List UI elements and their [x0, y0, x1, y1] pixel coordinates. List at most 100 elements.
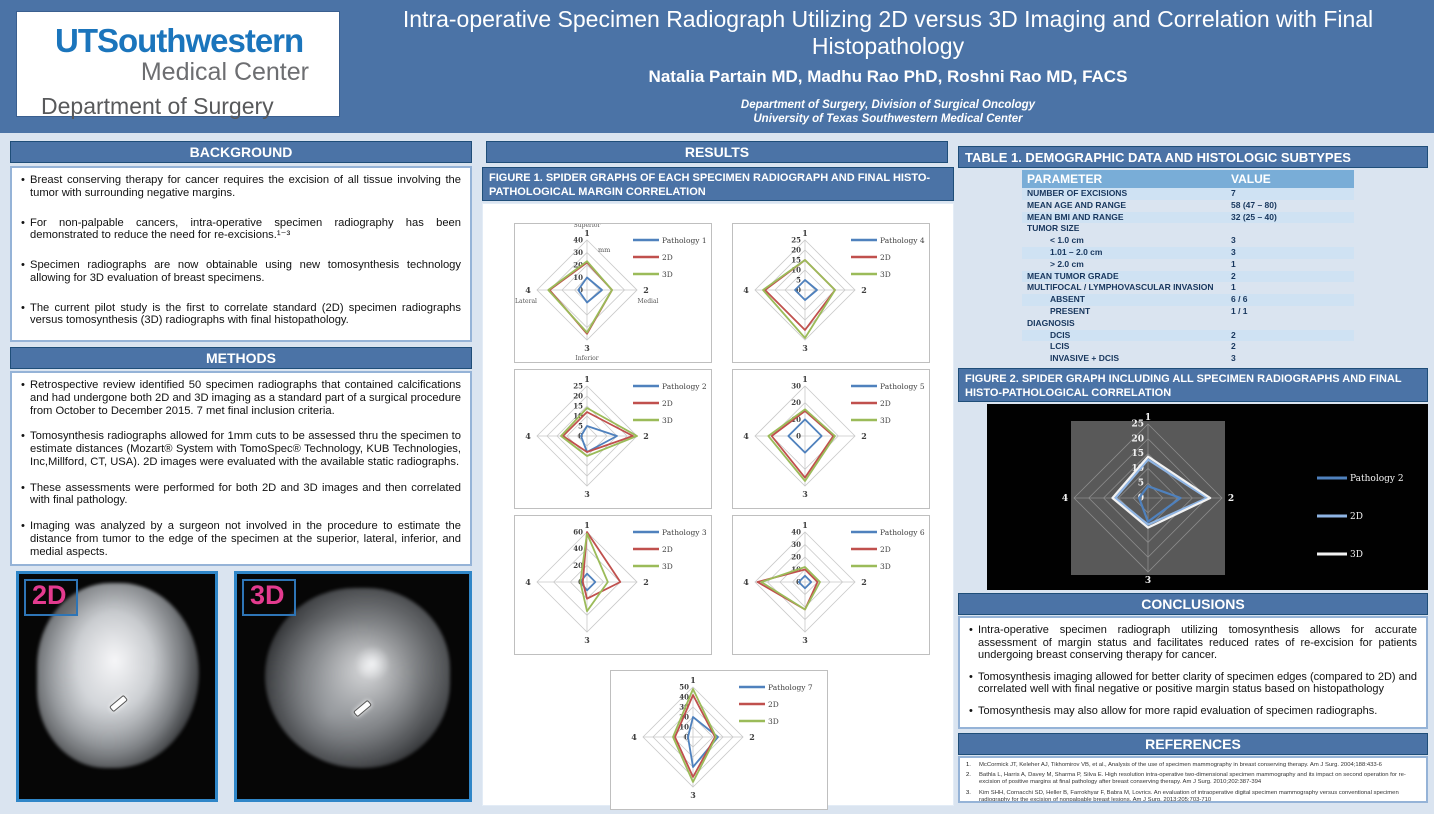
- svg-text:4: 4: [1062, 494, 1068, 504]
- list-item-text: The current pilot study is the first to …: [30, 301, 461, 327]
- logo-name: UTSouthwestern: [55, 22, 304, 59]
- table-header-value: VALUE: [1231, 172, 1271, 186]
- spider-chart-pathology-1: 0 10 20 30 40 1 2 3 4 Superior Medial Inferior Later…: [514, 222, 712, 363]
- table-row: > 2.0 cm 1: [1022, 259, 1354, 271]
- svg-text:3: 3: [802, 343, 808, 353]
- svg-text:25: 25: [1131, 420, 1144, 430]
- logo-department: Department of Surgery: [41, 93, 274, 119]
- svg-text:1: 1: [802, 374, 808, 384]
- references-section-header: REFERENCES: [958, 733, 1428, 755]
- cell-value: 7: [1231, 188, 1236, 198]
- list-marker: •: [21, 216, 25, 229]
- svg-text:0: 0: [796, 286, 801, 295]
- svg-text:2D: 2D: [880, 399, 891, 408]
- table-row: INVASIVE + DCIS 3: [1022, 353, 1354, 365]
- list-item-text: Kim SHH, Cornacchi SD, Heller B, Farrokh…: [979, 789, 1399, 803]
- svg-text:0: 0: [1138, 494, 1144, 504]
- table-row: LCIS 2: [1022, 341, 1354, 353]
- spider-chart-pathology-3: 0 20 40 60 1 2 3 4 Pathology 3 2D 3D: [514, 515, 712, 655]
- svg-text:4: 4: [525, 431, 531, 441]
- svg-text:3: 3: [802, 635, 808, 645]
- references-panel: 1. McCormick JT, Keleher AJ, Tikhomirov V…: [958, 756, 1428, 803]
- svg-text:3D: 3D: [880, 416, 891, 425]
- figure1-sheet: 0 10 20 30 40 1 2 3 4 Superior Medial Inferior Later…: [482, 203, 954, 810]
- conclusions-panel: • Intra-operative specimen radiograph uti…: [958, 616, 1428, 729]
- cell-value: 2: [1231, 329, 1236, 340]
- table-body: NUMBER OF EXCISIONS 7 MEAN AGE AND RANGE 58…: [1022, 188, 1354, 365]
- svg-text:1: 1: [802, 228, 808, 238]
- spider-chart-grid: 0 10 20 30 40 1 2 3 4 Superior Medial Inferior Later…: [483, 204, 955, 810]
- cell-parameter: MEAN TUMOR GRADE: [1027, 270, 1119, 281]
- list-item-text: For non-palpable cancers, intra-operativ…: [30, 216, 461, 242]
- svg-text:Pathology 1: Pathology 1: [662, 236, 707, 245]
- svg-text:40: 40: [791, 528, 801, 537]
- svg-text:3D: 3D: [1350, 550, 1363, 560]
- cell-value: 2: [1231, 270, 1236, 281]
- cell-value: 32 (25 – 40): [1231, 211, 1277, 222]
- svg-text:10: 10: [791, 266, 801, 275]
- cell-parameter: MEAN AGE AND RANGE: [1027, 199, 1127, 210]
- table-row: MEAN AGE AND RANGE 58 (47 – 80): [1022, 200, 1354, 212]
- svg-text:2D: 2D: [768, 700, 779, 709]
- svg-text:3: 3: [802, 489, 808, 499]
- cell-value: 3: [1231, 353, 1236, 364]
- table-header-parameter: PARAMETER: [1027, 172, 1103, 186]
- cell-parameter: > 2.0 cm: [1050, 258, 1084, 269]
- list-marker: •: [21, 481, 25, 494]
- svg-text:5: 5: [1138, 479, 1144, 489]
- bullet-item: • For non-palpable cancers, intra-operati…: [21, 217, 461, 243]
- figure2-chart: 0 5 10 15 20 25 1 2 3 4 Pathology 2 2D 3D: [987, 404, 1428, 590]
- svg-text:20: 20: [791, 246, 801, 255]
- cell-value: 1: [1231, 258, 1236, 269]
- figure2-caption: FIGURE 2. SPIDER GRAPH INCLUDING ALL SPE…: [958, 368, 1428, 402]
- list-marker: •: [21, 174, 25, 186]
- list-marker: 2.: [966, 772, 971, 779]
- svg-text:1: 1: [1145, 413, 1151, 423]
- reference-item: 1. McCormick JT, Keleher AJ, Tikhomirov V…: [966, 762, 1420, 769]
- poster-header: UTSouthwestern Medical Center Department…: [0, 0, 1434, 133]
- table-row: 1.01 – 2.0 cm 3: [1022, 246, 1354, 259]
- svg-text:15: 15: [791, 256, 801, 265]
- table-row: MEAN TUMOR GRADE 2: [1022, 270, 1354, 283]
- bullet-item: • Tomosynthesis radiographs allowed for 1…: [21, 430, 461, 468]
- spider-chart-pathology-4: 0 5 10 15 20 25 1 2 3 4 Pathology 4 2D 3D: [732, 223, 930, 363]
- svg-text:10: 10: [679, 723, 689, 732]
- svg-text:1: 1: [584, 374, 590, 384]
- list-marker: •: [21, 520, 25, 533]
- label-3d: 3D: [242, 579, 296, 616]
- background-panel: • Breast conserving therapy for cancer re…: [10, 166, 472, 342]
- cell-parameter: ABSENT: [1050, 294, 1085, 305]
- methods-section-header: METHODS: [10, 347, 472, 369]
- svg-text:5: 5: [578, 422, 583, 431]
- label-2d: 2D: [24, 579, 78, 616]
- svg-text:3D: 3D: [662, 416, 673, 425]
- cell-value: 3: [1231, 235, 1236, 246]
- svg-text:2: 2: [861, 577, 867, 587]
- bullet-item: • The current pilot study is the first to…: [21, 302, 461, 328]
- reference-item: 2. Bathla L, Harris A, Davey M, Sharma P,…: [966, 772, 1420, 786]
- cell-parameter: MULTIFOCAL / LYMPHOVASCULAR INVASION: [1027, 282, 1214, 293]
- table-row: NUMBER OF EXCISIONS 7: [1022, 188, 1354, 200]
- cell-parameter: LCIS: [1050, 341, 1070, 352]
- results-section-header: RESULTS: [486, 141, 948, 163]
- cell-value: 6 / 6: [1231, 294, 1248, 305]
- table-row: MEAN BMI AND RANGE 32 (25 – 40): [1022, 211, 1354, 224]
- background-section-header: BACKGROUND: [10, 141, 472, 163]
- svg-text:3: 3: [690, 790, 696, 800]
- cell-parameter: PRESENT: [1050, 305, 1091, 316]
- cell-parameter: TUMOR SIZE: [1027, 223, 1080, 234]
- svg-text:60: 60: [573, 528, 583, 537]
- table-row: DCIS 2: [1022, 329, 1354, 342]
- affiliation-line-2: University of Texas Southwestern Medical…: [753, 113, 1023, 126]
- cell-parameter: DIAGNOSIS: [1027, 317, 1075, 328]
- table-row: < 1.0 cm 3: [1022, 235, 1354, 247]
- svg-text:2D: 2D: [662, 253, 673, 262]
- svg-text:4: 4: [743, 431, 749, 441]
- cell-value: 3: [1231, 246, 1236, 257]
- cell-parameter: DCIS: [1050, 329, 1071, 340]
- bullet-item: • Breast conserving therapy for cancer re…: [21, 174, 461, 200]
- reference-item: 3. Kim SHH, Cornacchi SD, Heller B, Farro…: [966, 789, 1420, 803]
